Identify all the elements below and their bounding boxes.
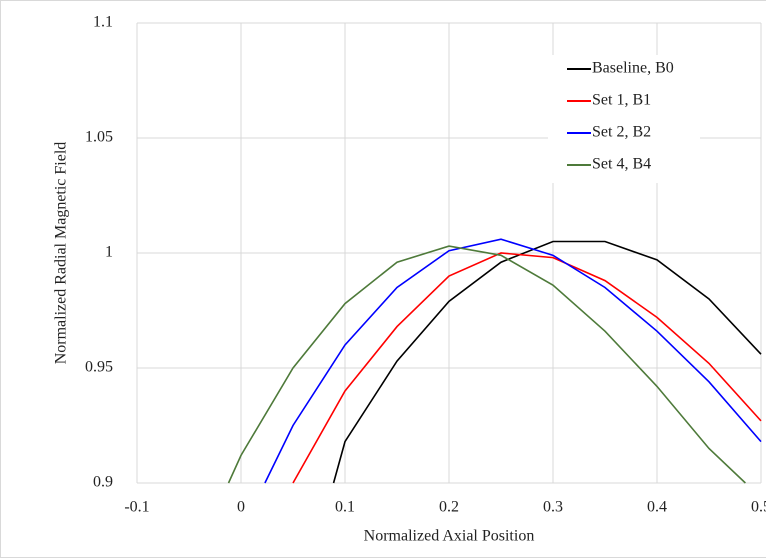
series-line: [332, 240, 762, 484]
x-tick-label: 0.3: [543, 499, 563, 516]
legend-box: [548, 55, 700, 183]
legend-label: Set 1, B1: [592, 92, 651, 109]
series-line: [292, 252, 762, 484]
x-tick-label: 0.4: [647, 499, 667, 516]
grid: 0.9 0.95 1 1.05 1.1 -0.1 0 0.1 0.2 0.3 0.4 0.5: [85, 14, 766, 516]
series-line: [227, 245, 746, 484]
legend: Baseline, B0 Set 1, B1 Set 2, B2 Set 4, B4: [567, 60, 674, 173]
x-tick-label: 0.5: [751, 499, 766, 516]
plot-lines: [227, 238, 762, 484]
x-tick-label: 0.1: [335, 499, 355, 516]
legend-label: Set 2, B2: [592, 124, 651, 141]
y-tick-label: 1: [105, 244, 113, 261]
x-tick-label: 0: [237, 499, 245, 516]
y-axis-title: Normalized Radial Magnetic Field: [53, 142, 70, 365]
x-tick-label: -0.1: [124, 499, 149, 516]
x-tick-label: 0.2: [439, 499, 459, 516]
y-tick-label: 0.9: [93, 474, 113, 491]
y-tick-label: 1.05: [85, 129, 113, 146]
y-tick-label: 1.1: [93, 14, 113, 31]
y-tick-label: 0.95: [85, 359, 113, 376]
x-axis-title: Normalized Axial Position: [364, 528, 535, 545]
series-line: [264, 238, 762, 484]
legend-label: Set 4, B4: [592, 156, 651, 173]
legend-label: Baseline, B0: [592, 60, 674, 77]
